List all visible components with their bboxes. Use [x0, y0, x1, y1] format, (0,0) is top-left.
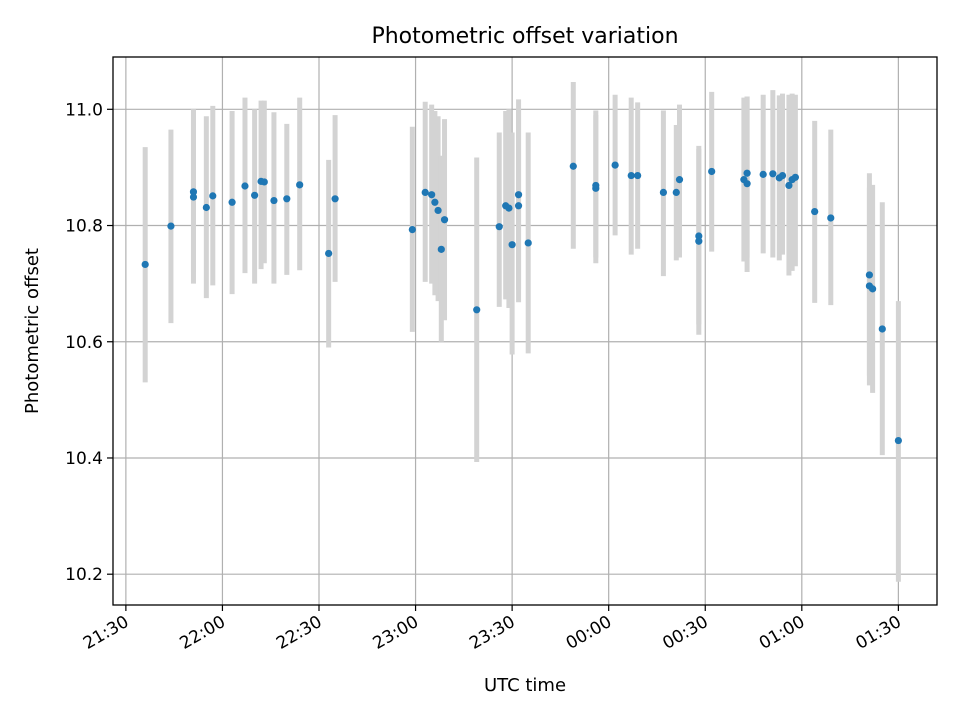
data-point	[508, 241, 516, 249]
data-point	[270, 196, 278, 205]
data-point	[627, 171, 635, 180]
x-axis-label: UTC time	[484, 675, 566, 696]
data-point	[421, 188, 429, 197]
data-point	[431, 198, 439, 206]
data-point	[209, 192, 217, 200]
data-point	[241, 182, 249, 190]
data-point	[228, 198, 236, 206]
data-point	[189, 188, 198, 196]
data-point	[505, 204, 513, 212]
data-point	[167, 222, 175, 230]
y-tick-label: 10.2	[65, 565, 103, 585]
data-point	[865, 271, 874, 279]
data-point	[743, 169, 751, 177]
y-tick-label: 10.8	[65, 217, 103, 237]
data-point	[189, 193, 198, 201]
data-point	[869, 285, 877, 293]
data-point	[878, 325, 886, 333]
data-point	[672, 188, 680, 197]
data-point	[296, 181, 304, 189]
data-point	[695, 232, 703, 240]
data-point	[434, 206, 442, 215]
data-point	[260, 178, 268, 186]
data-point	[524, 239, 532, 247]
y-tick-label: 11.0	[65, 100, 103, 120]
data-point	[283, 195, 291, 203]
data-point	[592, 181, 600, 190]
y-tick-label: 10.4	[65, 449, 103, 469]
data-point	[408, 225, 416, 234]
data-point	[473, 306, 481, 314]
grid	[113, 57, 937, 605]
data-point	[251, 191, 259, 199]
data-point	[428, 191, 436, 199]
data-point	[778, 171, 787, 180]
data-point	[569, 162, 577, 170]
data-point	[325, 249, 333, 258]
y-axis-label: Photometric offset	[22, 248, 43, 414]
data-point	[202, 203, 210, 212]
data-points	[141, 161, 902, 445]
data-point	[708, 167, 716, 176]
chart-title: Photometric offset variation	[371, 24, 678, 49]
data-point	[695, 237, 703, 245]
data-point	[785, 181, 793, 190]
data-point	[634, 171, 642, 180]
data-point	[811, 207, 819, 216]
data-point	[659, 188, 668, 197]
data-point	[141, 260, 149, 269]
plot-frame	[112, 56, 938, 606]
data-point	[495, 223, 503, 231]
data-point	[514, 202, 523, 210]
data-point	[791, 173, 799, 181]
data-point	[759, 170, 767, 178]
y-tick-label: 10.6	[65, 333, 103, 353]
data-point	[440, 216, 449, 224]
y-axis-ticks: 10.2 10.4 10.6 10.8 11.0	[65, 100, 113, 585]
data-point	[769, 170, 777, 178]
data-point	[514, 191, 523, 199]
data-point	[743, 180, 751, 188]
data-point	[894, 436, 902, 445]
data-point	[331, 195, 339, 203]
data-point	[675, 176, 684, 184]
data-point	[437, 245, 445, 253]
data-point	[611, 161, 619, 169]
data-point	[827, 214, 835, 222]
